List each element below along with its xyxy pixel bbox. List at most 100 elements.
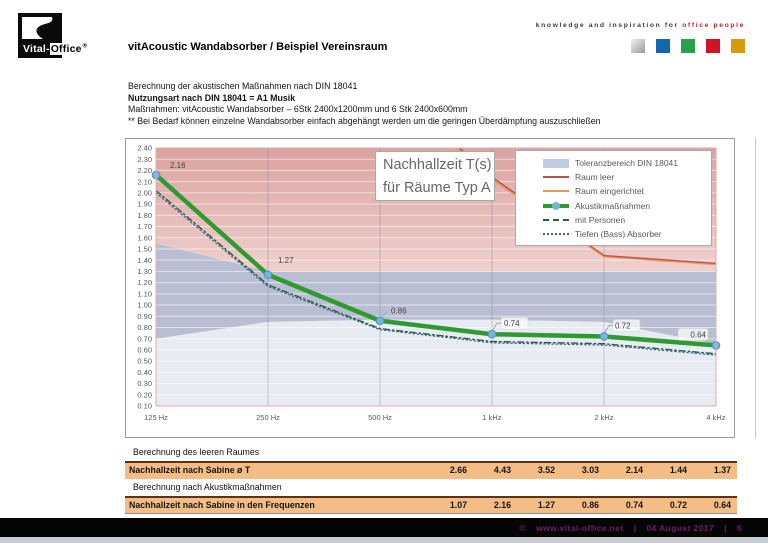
y-axis-label: 0.20 xyxy=(137,390,152,399)
legend-swatch-solid-icon xyxy=(543,190,569,193)
x-axis-label: 500 Hz xyxy=(368,413,392,422)
table-row-label: Nachhallzeit nach Sabine ø T xyxy=(129,465,251,475)
brand-squares xyxy=(631,39,745,53)
chart-title-line-1: Nachhallzeit T(s) xyxy=(383,157,492,173)
table-cell: 0.64 xyxy=(713,500,731,510)
y-axis-label: 1.40 xyxy=(137,256,152,265)
footer-page-number: 6 xyxy=(736,522,742,533)
legend-item: Tiefen (Bass) Absorber xyxy=(543,227,707,241)
legend-item: mit Personen xyxy=(543,213,707,227)
legend-swatch-dash-icon xyxy=(543,218,569,221)
chart-panel: 2.40 2.30 2.20 2.10 2.00 1.90 1.80 1.70 1.60 1.50… xyxy=(125,138,735,438)
legend-label: Tiefen (Bass) Absorber xyxy=(575,229,662,240)
data-point-label: 0.86 xyxy=(391,307,407,316)
data-label-leader xyxy=(381,311,388,318)
logo-word-office: Office xyxy=(49,43,83,55)
series-line-2 xyxy=(156,172,716,348)
data-point-label: 0.74 xyxy=(504,319,520,328)
y-axis-label: 0.50 xyxy=(137,357,152,366)
series-line-3 xyxy=(156,189,716,355)
chart-legend: Toleranzbereich DIN 18041 Raum leer Raum e… xyxy=(515,150,712,247)
table-cell: 0.86 xyxy=(581,500,599,510)
legend-item: Raum leer xyxy=(543,170,707,184)
legend-label: Akustikmaßnahmen xyxy=(575,200,651,211)
series-line-0 xyxy=(458,148,716,265)
footer-separator: | xyxy=(724,522,727,533)
table-cell: 3.03 xyxy=(581,465,599,475)
x-axis-label: 250 Hz xyxy=(256,413,280,422)
chart-title-box: Nachhallzeit T(s) für Räume Typ A xyxy=(375,151,495,201)
y-axis-label: 2.30 xyxy=(137,155,152,164)
region-below-tolerance xyxy=(156,319,716,406)
logo-swirl-icon xyxy=(22,17,53,39)
data-point-marker xyxy=(599,332,609,341)
table-cell: 4.43 xyxy=(493,465,511,475)
table-cell: 2.16 xyxy=(493,500,511,510)
data-point-marker xyxy=(375,316,385,326)
y-axis-label: 2.10 xyxy=(137,177,152,186)
chart-title-line-2: für Räume Typ A xyxy=(383,180,491,196)
table-row-acoustic-measures: Nachhallzeit nach Sabine in den Frequenz… xyxy=(125,496,737,514)
logo-wordmark: Vital-Office® xyxy=(23,43,87,55)
y-axis-label: 0.30 xyxy=(137,379,152,388)
y-axis-label: 0.80 xyxy=(137,323,152,332)
y-axis-label: 2.20 xyxy=(137,166,152,175)
table-row-empty-room: Nachhallzeit nach Sabine ø T 2.66 4.43 3… xyxy=(125,461,737,479)
tagline-highlight: office people xyxy=(682,22,745,29)
brand-square-silver xyxy=(631,39,645,53)
legend-swatch-band-icon xyxy=(543,158,569,168)
table-cell: 0.74 xyxy=(625,500,643,510)
legend-label: Raum eingerichtet xyxy=(575,186,644,197)
y-axis-label: 1.00 xyxy=(137,301,152,310)
x-axis-label: 1 kHz xyxy=(482,413,501,422)
brand-square-blue xyxy=(656,39,670,53)
data-label-chip xyxy=(677,328,709,341)
intro-line-4: ** Bei Bedarf können einzelne Wandabsorb… xyxy=(128,115,601,126)
plot-border xyxy=(155,147,717,407)
y-axis-label: 1.70 xyxy=(137,222,152,231)
footer-separator: | xyxy=(633,522,637,533)
y-axis-label: 1.60 xyxy=(137,233,152,242)
legend-label: mit Personen xyxy=(575,214,626,225)
y-axis-label: 2.00 xyxy=(137,188,152,197)
footer-date: 04 August 2017 xyxy=(646,522,715,533)
intro-text: Berechnung der akustischen Maßnahmen nac… xyxy=(128,81,601,127)
bottom-strip xyxy=(0,537,768,543)
table-cell: 1.07 xyxy=(449,500,467,510)
footer-url-link[interactable]: www.vital-office.net xyxy=(536,522,624,533)
y-axis-label: 2.40 xyxy=(137,144,152,153)
intro-line-2: Nutzungsart nach DIN 18041 = A1 Musik xyxy=(128,92,296,103)
table-cell: 1.37 xyxy=(713,465,731,475)
page-title: vitAcoustic Wandabsorber / Beispiel Vere… xyxy=(128,41,388,53)
data-point-marker xyxy=(263,270,273,280)
y-axis-label: 0.40 xyxy=(137,368,152,377)
data-label-leader xyxy=(492,322,501,331)
data-point-marker xyxy=(487,329,497,339)
y-axis-label: 0.70 xyxy=(137,334,152,343)
brand-square-gold xyxy=(731,39,745,53)
footer-bar: © www.vital-office.net | 04 August 2017 … xyxy=(0,518,768,537)
series-line-1 xyxy=(455,148,716,266)
y-axis-label: 1.50 xyxy=(137,245,152,254)
y-axis-label: 1.30 xyxy=(137,267,152,276)
legend-swatch-dot-icon xyxy=(543,233,569,236)
intro-line-1: Berechnung der akustischen Maßnahmen nac… xyxy=(128,81,358,91)
legend-item: Toleranzbereich DIN 18041 xyxy=(543,156,707,170)
footer-copyright-symbol: © xyxy=(519,522,527,533)
tagline-prefix: knowledge and inspiration for xyxy=(535,22,679,29)
table-cell: 1.27 xyxy=(537,500,555,510)
y-axis-label: 1.80 xyxy=(137,211,152,220)
table-cell: 1.44 xyxy=(669,465,687,475)
data-point-label: 1.27 xyxy=(278,256,294,265)
y-axis-label: 1.20 xyxy=(137,278,152,287)
y-axis-label: 1.90 xyxy=(137,200,152,209)
canvas-edge-line xyxy=(755,138,756,438)
legend-label: Raum leer xyxy=(575,172,615,183)
brand-square-red xyxy=(706,39,720,53)
data-point-label: 2.16 xyxy=(170,161,186,170)
table-cell: 3.52 xyxy=(537,465,555,475)
series-line-4 xyxy=(156,192,716,356)
legend-item: Akustikmaßnahmen xyxy=(543,199,707,213)
brand-square-green xyxy=(681,39,695,53)
